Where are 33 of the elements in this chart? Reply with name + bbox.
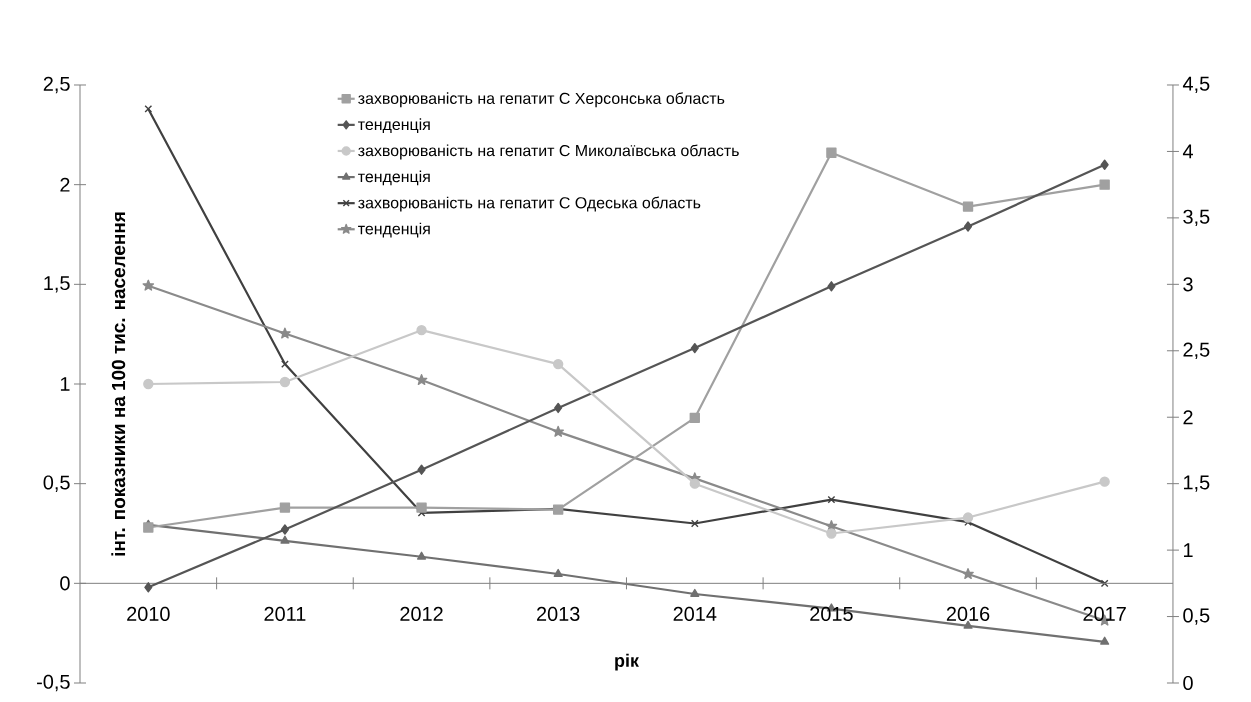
y-tick-label: 2 — [60, 177, 70, 192]
legend-label: захворюваність на гепатит С Херсонська область — [358, 92, 725, 108]
y2-tick-label: 4 — [1182, 144, 1193, 159]
x-tick-label: 2013 — [537, 606, 580, 621]
y2-tick-label: 1 — [1184, 543, 1193, 557]
x-tick-label: 2010 — [127, 606, 170, 621]
legend-label: тенденція — [358, 222, 430, 238]
y2-tick-label: 2 — [1183, 410, 1193, 425]
x-tick-label: 2015 — [810, 606, 853, 621]
y-tick-label: 1,5 — [44, 276, 70, 293]
y2-tick-label: 3,5 — [1183, 209, 1210, 227]
y-axis-title: інт. показники на 100 тис. населення — [111, 212, 126, 556]
legend-label: захворюваність на гепатит С Одеська область — [358, 196, 701, 212]
y-tick-label: 1 — [60, 377, 70, 391]
y2-tick-label: 3 — [1183, 277, 1193, 292]
y2-tick-label: 0 — [1183, 675, 1193, 691]
legend-label: захворюваність на гепатит С Миколаївська область — [358, 144, 739, 160]
x-tick-label: 2011 — [264, 606, 306, 621]
x-tick-label: 2016 — [946, 606, 990, 621]
x-tick-label: 2017 — [1083, 606, 1126, 621]
x-tick-label: 2012 — [400, 606, 443, 621]
x-tick-label: 2014 — [673, 606, 717, 621]
legend-label: тенденція — [358, 170, 430, 186]
y2-tick-label: 0,5 — [1183, 608, 1210, 625]
y-tick-label: 0 — [60, 576, 70, 591]
y-tick-label: -0,5 — [37, 674, 70, 692]
legend-label: тенденція — [358, 118, 430, 134]
y-tick-label: 2,5 — [43, 76, 70, 94]
y2-tick-label: 2,5 — [1183, 342, 1210, 359]
x-axis-title: рік — [615, 653, 639, 671]
y2-tick-label: 1,5 — [1184, 475, 1210, 492]
y-tick-label: 0,5 — [43, 475, 70, 492]
y2-tick-label: 4,5 — [1182, 76, 1210, 94]
